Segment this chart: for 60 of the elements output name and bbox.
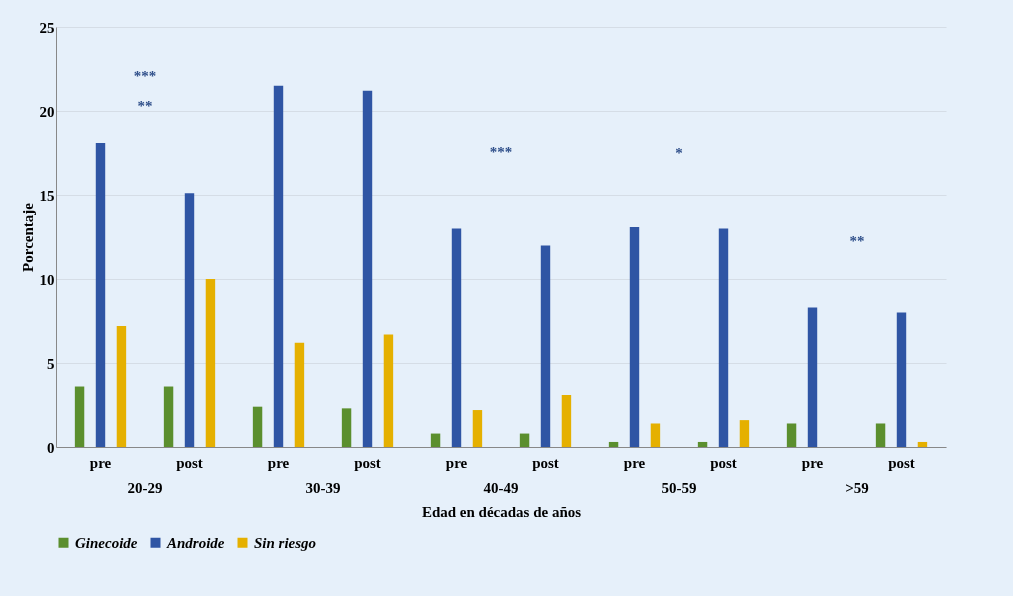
bar: [163, 386, 174, 447]
bar: [294, 342, 305, 447]
bar: [608, 441, 619, 447]
x-tick-label: post: [710, 454, 737, 471]
annotation: **: [849, 233, 865, 249]
x-tick-label: post: [354, 454, 381, 471]
y-tick-label: 20: [39, 103, 55, 120]
bar: [561, 394, 572, 447]
bar: [917, 441, 928, 447]
text: 30-39: [305, 480, 341, 496]
bar: [383, 334, 394, 447]
bar: [786, 423, 797, 447]
x-tick-label: pre: [89, 454, 112, 471]
text: >59: [845, 480, 869, 496]
x-tick-label: post: [888, 454, 915, 471]
bar: [519, 433, 530, 447]
bar: [341, 408, 352, 447]
text: 40-49: [483, 480, 519, 496]
bar: [807, 307, 818, 447]
bar: [95, 142, 106, 447]
annotation: ***: [489, 144, 513, 160]
text: 50-59: [661, 480, 697, 496]
text: 20-29: [127, 480, 163, 496]
y-tick-label: 25: [39, 19, 55, 36]
legend-label: Sin riesgo: [254, 534, 317, 551]
y-tick-label: 15: [39, 187, 55, 204]
x-axis-title: Edad en décadas de años: [421, 503, 582, 520]
y-axis-title: Porcentaje: [19, 202, 36, 272]
x-tick-label: pre: [445, 454, 468, 471]
bar: [184, 193, 195, 447]
bar: [650, 423, 661, 447]
y-tick-label: 5: [47, 355, 55, 372]
bar: [273, 85, 284, 447]
bar: [896, 312, 907, 447]
bar: [74, 386, 85, 447]
bar: [252, 406, 263, 447]
annotation: **: [137, 98, 153, 114]
y-tick-label: 10: [39, 271, 55, 288]
bar: [472, 410, 483, 447]
x-tick-label: post: [532, 454, 559, 471]
bar: [697, 441, 708, 447]
annotation: *: [675, 145, 683, 161]
x-tick-label: pre: [267, 454, 290, 471]
legend-label: Androide: [166, 534, 225, 551]
y-tick-label: 0: [47, 439, 55, 456]
annotation: ***: [133, 68, 157, 84]
x-tick-label: pre: [801, 454, 824, 471]
bar: [205, 279, 216, 447]
bar: [430, 433, 441, 447]
x-tick-label: post: [176, 454, 203, 471]
bar: [875, 423, 886, 447]
bar: [718, 228, 729, 447]
bar: [116, 326, 127, 447]
x-tick-label: pre: [623, 454, 646, 471]
bar: [739, 420, 750, 447]
bar: [629, 226, 640, 447]
bar: [362, 90, 373, 447]
legend-label: Ginecoide: [75, 534, 138, 551]
bar: [451, 228, 462, 447]
bar: [540, 245, 551, 447]
